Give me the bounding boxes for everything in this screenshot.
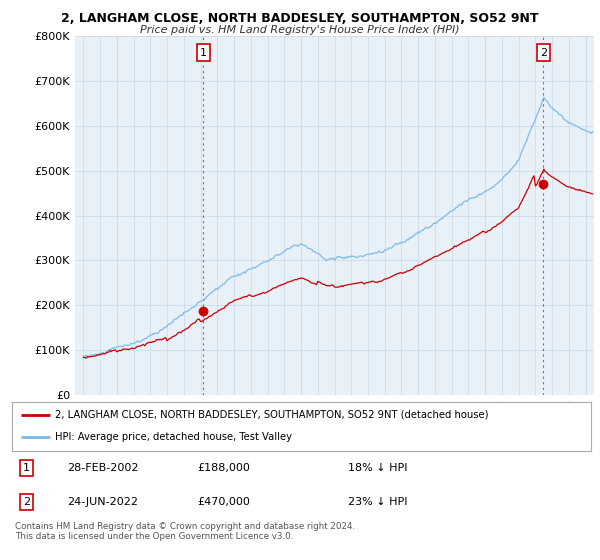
- Text: 1: 1: [200, 48, 207, 58]
- Text: 23% ↓ HPI: 23% ↓ HPI: [348, 497, 407, 507]
- Text: 1: 1: [23, 463, 30, 473]
- Text: 18% ↓ HPI: 18% ↓ HPI: [348, 463, 407, 473]
- Text: 24-JUN-2022: 24-JUN-2022: [67, 497, 138, 507]
- Text: £470,000: £470,000: [197, 497, 250, 507]
- Text: 2: 2: [23, 497, 30, 507]
- Text: £188,000: £188,000: [197, 463, 250, 473]
- Text: 2, LANGHAM CLOSE, NORTH BADDESLEY, SOUTHAMPTON, SO52 9NT: 2, LANGHAM CLOSE, NORTH BADDESLEY, SOUTH…: [61, 12, 539, 25]
- Text: 2, LANGHAM CLOSE, NORTH BADDESLEY, SOUTHAMPTON, SO52 9NT (detached house): 2, LANGHAM CLOSE, NORTH BADDESLEY, SOUTH…: [55, 410, 489, 420]
- Text: 28-FEB-2002: 28-FEB-2002: [67, 463, 139, 473]
- Text: HPI: Average price, detached house, Test Valley: HPI: Average price, detached house, Test…: [55, 432, 292, 442]
- Text: Contains HM Land Registry data © Crown copyright and database right 2024.
This d: Contains HM Land Registry data © Crown c…: [15, 522, 355, 542]
- Text: Price paid vs. HM Land Registry's House Price Index (HPI): Price paid vs. HM Land Registry's House …: [140, 25, 460, 35]
- Text: 2: 2: [540, 48, 547, 58]
